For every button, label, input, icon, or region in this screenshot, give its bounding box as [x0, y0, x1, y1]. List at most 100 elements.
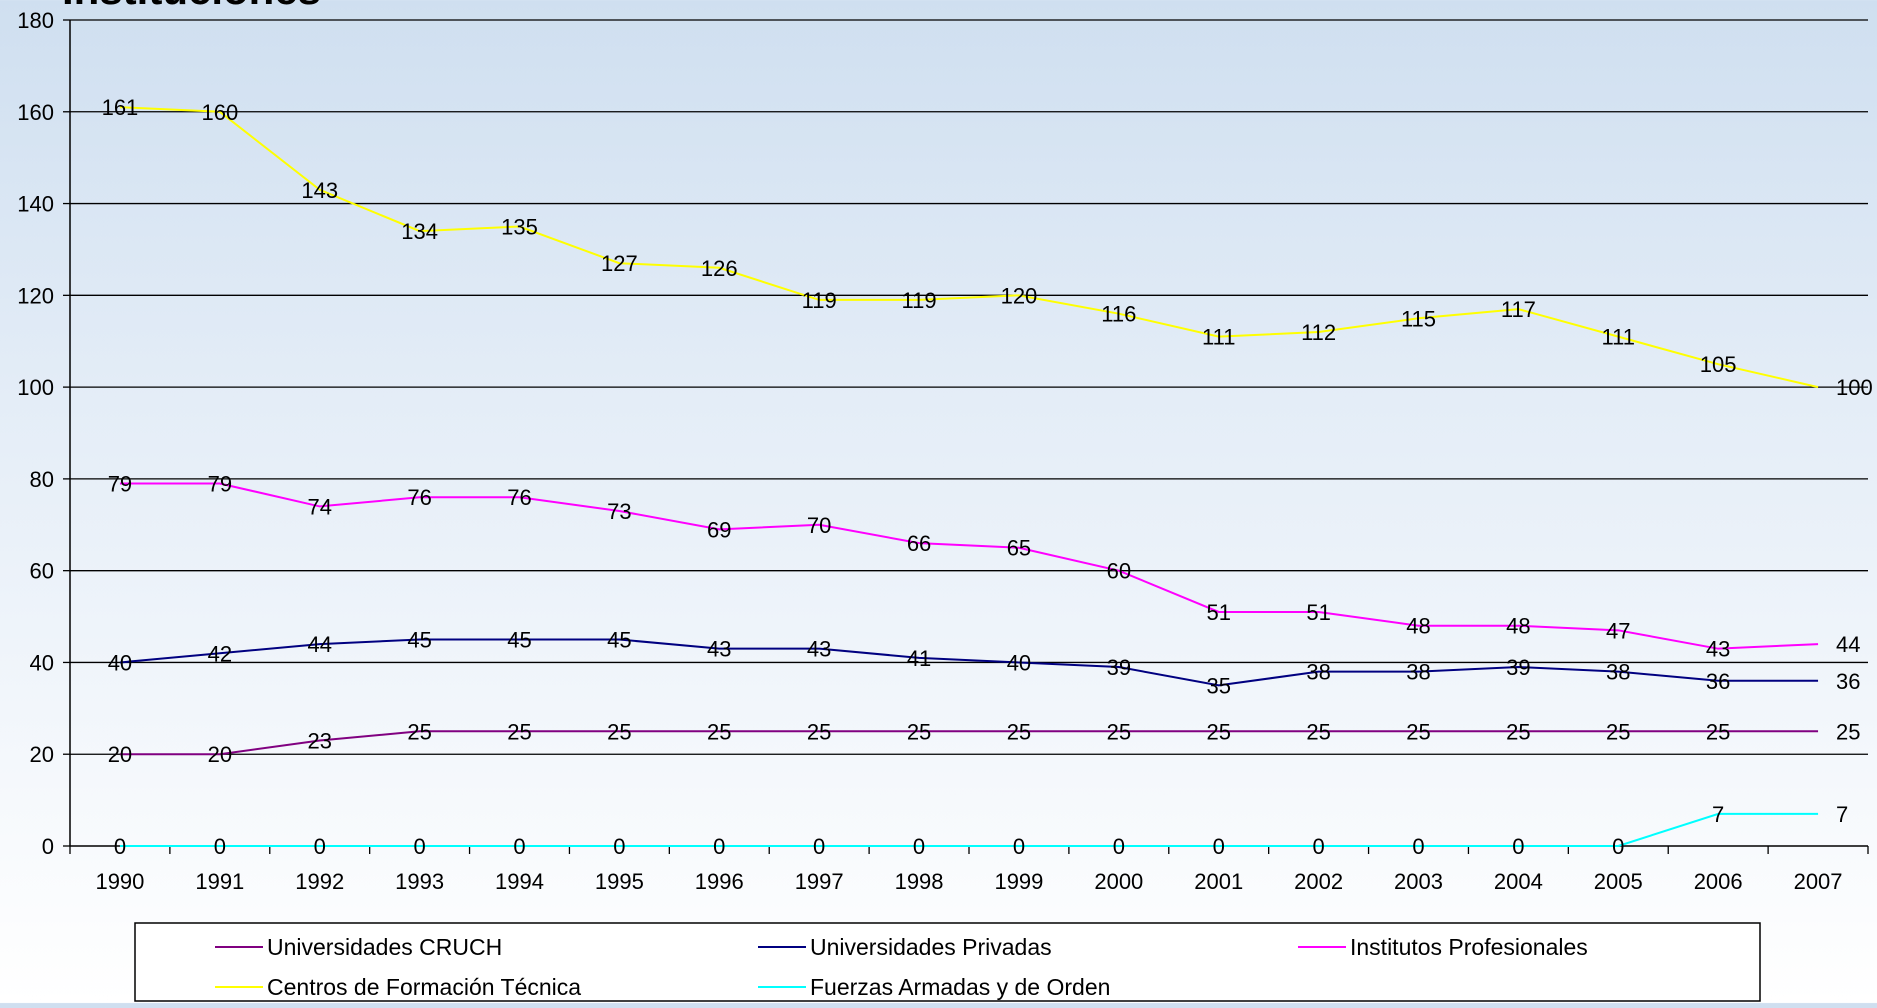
x-tick-label: 1998 — [895, 869, 944, 894]
series-line — [119, 730, 1819, 756]
data-label: 0 — [713, 834, 725, 859]
data-label: 25 — [1206, 719, 1230, 744]
data-label: 69 — [707, 517, 731, 542]
legend-label: Universidades CRUCH — [267, 934, 502, 960]
legend-box — [134, 922, 1761, 1002]
data-label: 76 — [507, 485, 531, 510]
data-label: 25 — [1007, 719, 1031, 744]
data-label: 0 — [1113, 834, 1125, 859]
x-tick-label: 1999 — [994, 869, 1043, 894]
data-label: 25 — [1836, 719, 1860, 744]
data-label: 0 — [413, 834, 425, 859]
x-tick-label: 2000 — [1094, 869, 1143, 894]
data-label: 42 — [208, 641, 232, 666]
x-tick-label: 2003 — [1394, 869, 1443, 894]
series-line — [119, 482, 1819, 650]
data-label: 25 — [507, 719, 531, 744]
x-tick-label: 2005 — [1594, 869, 1643, 894]
x-tick-label: 2007 — [1794, 869, 1843, 894]
data-label: 7 — [1836, 802, 1848, 827]
x-tick-label: 1991 — [195, 869, 244, 894]
data-label: 25 — [807, 719, 831, 744]
x-tick-label: 2002 — [1294, 869, 1343, 894]
data-label: 25 — [1506, 719, 1530, 744]
data-label: 38 — [1306, 660, 1330, 685]
data-label: 134 — [401, 219, 438, 244]
data-label: 43 — [707, 637, 731, 662]
data-label: 119 — [902, 288, 937, 313]
data-label: 25 — [1706, 719, 1730, 744]
data-label: 38 — [1606, 660, 1630, 685]
x-tick-label: 1995 — [595, 869, 644, 894]
data-label: 23 — [307, 728, 331, 753]
data-label: 20 — [108, 742, 132, 767]
x-tick-label: 1993 — [395, 869, 444, 894]
data-label: 143 — [301, 178, 338, 203]
chart-title: Instituciones — [62, 0, 321, 13]
x-tick-label: 2006 — [1694, 869, 1743, 894]
data-label: 73 — [607, 499, 631, 524]
data-label: 135 — [501, 215, 538, 240]
series-line — [119, 106, 1819, 389]
data-label: 100 — [1836, 375, 1873, 400]
data-label: 48 — [1506, 614, 1530, 639]
data-label: 60 — [1107, 559, 1131, 584]
data-label: 79 — [108, 471, 132, 496]
data-label: 116 — [1101, 302, 1136, 327]
data-label: 0 — [314, 834, 326, 859]
x-tick-label: 1996 — [695, 869, 744, 894]
data-label: 25 — [1406, 719, 1430, 744]
data-label: 112 — [1301, 320, 1336, 345]
data-label: 0 — [114, 834, 126, 859]
data-label: 161 — [102, 95, 139, 120]
series-line — [119, 638, 1819, 687]
y-tick-label: 40 — [30, 650, 54, 675]
data-label: 79 — [208, 471, 232, 496]
data-label: 74 — [307, 494, 331, 519]
data-label: 35 — [1206, 673, 1230, 698]
data-label: 36 — [1836, 669, 1860, 694]
data-label: 0 — [1213, 834, 1225, 859]
x-tick-label: 1992 — [295, 869, 344, 894]
data-label: 111 — [1202, 325, 1235, 350]
data-label: 41 — [907, 646, 931, 671]
legend-label: Centros de Formación Técnica — [267, 974, 581, 1000]
data-label: 38 — [1406, 660, 1430, 685]
data-label: 0 — [214, 834, 226, 859]
data-label: 0 — [1612, 834, 1624, 859]
data-label: 111 — [1602, 325, 1635, 350]
data-label: 25 — [1306, 719, 1330, 744]
data-label: 0 — [1512, 834, 1524, 859]
data-label: 0 — [513, 834, 525, 859]
data-label: 47 — [1606, 618, 1630, 643]
data-label: 40 — [1007, 650, 1031, 675]
data-label: 76 — [407, 485, 431, 510]
data-label: 45 — [507, 628, 531, 653]
data-label: 127 — [601, 251, 638, 276]
data-label: 51 — [1206, 600, 1230, 625]
data-label: 0 — [613, 834, 625, 859]
series-line — [119, 812, 1819, 847]
data-label: 7 — [1712, 802, 1724, 827]
data-label: 45 — [607, 628, 631, 653]
y-tick-label: 160 — [17, 100, 54, 125]
legend-label: Institutos Profesionales — [1350, 934, 1588, 960]
data-label: 39 — [1107, 655, 1131, 680]
y-tick-label: 120 — [17, 283, 54, 308]
data-label: 39 — [1506, 655, 1530, 680]
data-label: 120 — [1001, 283, 1038, 308]
data-label: 40 — [108, 650, 132, 675]
data-label: 45 — [407, 628, 431, 653]
data-label: 48 — [1406, 614, 1430, 639]
x-tick-label: 1994 — [495, 869, 544, 894]
y-tick-label: 140 — [17, 192, 54, 217]
y-tick-label: 100 — [17, 375, 54, 400]
x-tick-label: 2004 — [1494, 869, 1543, 894]
data-label: 115 — [1401, 306, 1436, 331]
y-tick-label: 180 — [17, 8, 54, 33]
data-label: 160 — [201, 100, 238, 125]
data-label: 0 — [813, 834, 825, 859]
data-label: 65 — [1007, 536, 1031, 561]
